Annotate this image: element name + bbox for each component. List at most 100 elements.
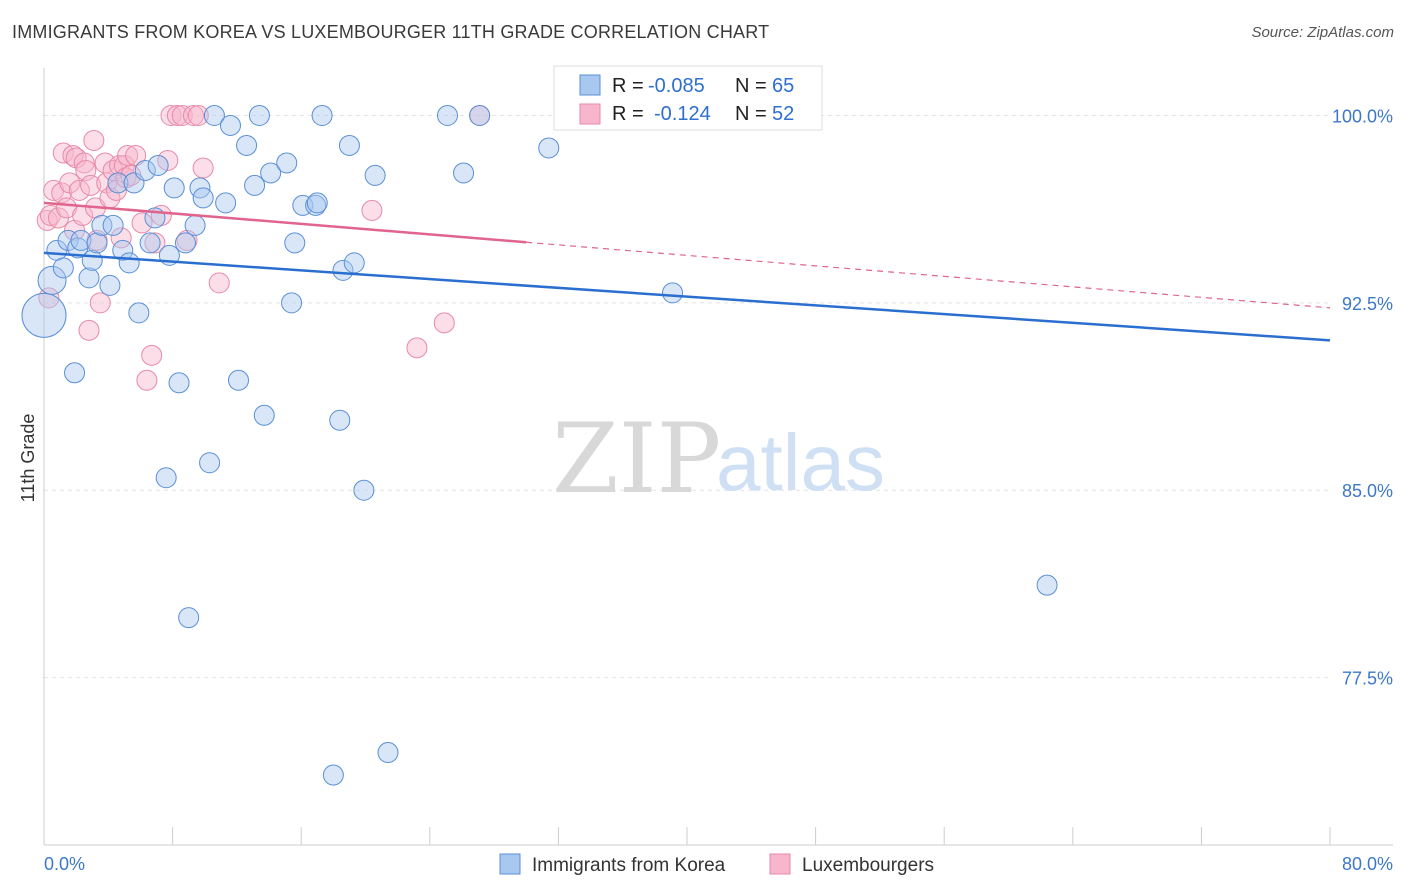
korea-point bbox=[1036, 574, 1058, 596]
trend-lines bbox=[43, 201, 1331, 342]
korea-point bbox=[338, 134, 360, 156]
trend-line bbox=[43, 251, 1331, 342]
korea-point bbox=[102, 214, 124, 236]
y-tick-label: 92.5% bbox=[1342, 294, 1393, 314]
luxembourgers-point bbox=[78, 319, 100, 341]
y-tick-label: 100.0% bbox=[1332, 106, 1393, 126]
korea-point bbox=[178, 607, 200, 629]
korea-point bbox=[311, 104, 333, 126]
luxembourgers-point bbox=[361, 199, 383, 221]
korea-point bbox=[64, 362, 86, 384]
korea-point bbox=[236, 134, 258, 156]
luxembourgers-point bbox=[171, 104, 193, 126]
axes bbox=[43, 68, 1393, 846]
korea-point bbox=[215, 192, 237, 214]
korea-point bbox=[163, 177, 185, 199]
korea-point bbox=[377, 742, 399, 764]
korea-point bbox=[228, 369, 250, 391]
legend-swatch-luxembourgers bbox=[579, 103, 601, 125]
top-legend: R = -0.085 N = 65 R = -0.124 N = 52 bbox=[553, 65, 823, 131]
y-tick-label: 77.5% bbox=[1342, 669, 1393, 689]
trend-line-extension bbox=[526, 241, 1331, 309]
korea-point bbox=[112, 239, 134, 261]
korea-point bbox=[322, 764, 344, 786]
luxembourgers-point bbox=[73, 152, 95, 174]
luxembourgers-point bbox=[187, 104, 209, 126]
legend-n-label-korea: N = bbox=[735, 75, 767, 97]
x-tick-label: 0.0% bbox=[44, 854, 85, 874]
korea-point bbox=[147, 154, 169, 176]
luxembourgers-point bbox=[80, 174, 102, 196]
luxembourgers-point bbox=[131, 212, 153, 234]
korea-point bbox=[343, 252, 365, 274]
korea-point bbox=[199, 452, 221, 474]
korea-point bbox=[260, 162, 282, 184]
korea-point bbox=[329, 409, 351, 431]
korea-point bbox=[253, 404, 275, 426]
grid-lines bbox=[44, 114, 1330, 679]
bottom-legend-swatch-luxembourgers bbox=[769, 853, 791, 875]
korea-point bbox=[168, 372, 190, 394]
korea-point bbox=[244, 174, 266, 196]
luxembourgers-point bbox=[208, 272, 230, 294]
luxembourgers-point bbox=[433, 312, 455, 334]
luxembourgers-point bbox=[160, 104, 182, 126]
legend-n-label-luxembourgers: N = bbox=[735, 103, 767, 125]
luxembourgers-points bbox=[36, 104, 491, 391]
legend-swatch-korea bbox=[579, 74, 601, 96]
luxembourgers-point bbox=[157, 149, 179, 171]
luxembourgers-point bbox=[182, 104, 204, 126]
watermark-atlas: atlas bbox=[716, 418, 885, 507]
korea-point bbox=[91, 214, 113, 236]
korea-point bbox=[436, 104, 458, 126]
korea-point bbox=[306, 192, 328, 214]
luxembourgers-point bbox=[68, 179, 90, 201]
korea-point bbox=[353, 479, 375, 501]
korea-point bbox=[21, 292, 67, 338]
korea-point bbox=[219, 114, 241, 136]
bottom-legend-swatch-korea bbox=[499, 853, 521, 875]
x-tick-label: 80.0% bbox=[1342, 854, 1393, 874]
y-axis-label: 11th Grade bbox=[18, 414, 38, 503]
korea-point bbox=[203, 104, 225, 126]
x-tick-labels: 0.0% 80.0% bbox=[44, 854, 1393, 874]
luxembourgers-point bbox=[136, 369, 158, 391]
korea-point bbox=[276, 152, 298, 174]
legend-r-value-luxembourgers: -0.124 bbox=[654, 103, 711, 125]
y-tick-label: 85.0% bbox=[1342, 481, 1393, 501]
korea-point bbox=[184, 214, 206, 236]
korea-point bbox=[81, 249, 103, 271]
korea-point bbox=[78, 267, 100, 289]
korea-point bbox=[99, 274, 121, 296]
korea-point bbox=[52, 257, 74, 279]
luxembourgers-point bbox=[192, 157, 214, 179]
korea-point bbox=[118, 252, 140, 274]
korea-point bbox=[70, 229, 92, 251]
korea-point bbox=[107, 172, 129, 194]
korea-point bbox=[155, 467, 177, 489]
korea-point bbox=[453, 162, 475, 184]
korea-point bbox=[86, 232, 108, 254]
luxembourgers-point bbox=[62, 144, 84, 166]
legend-r-value-korea: -0.085 bbox=[648, 75, 705, 97]
korea-point bbox=[248, 104, 270, 126]
luxembourgers-point bbox=[125, 144, 147, 166]
korea-point bbox=[364, 164, 386, 186]
legend-r-label-korea: R = bbox=[612, 75, 644, 97]
korea-point bbox=[281, 292, 303, 314]
legend-r-label-luxembourgers: R = bbox=[612, 103, 644, 125]
source-label: Source: ZipAtlas.com bbox=[1251, 24, 1394, 41]
korea-point bbox=[174, 232, 196, 254]
legend-n-value-luxembourgers: 52 bbox=[772, 103, 794, 125]
korea-points bbox=[21, 104, 1058, 786]
korea-point bbox=[128, 302, 150, 324]
korea-point bbox=[192, 187, 214, 209]
y-tick-labels: 100.0% 92.5% 85.0% 77.5% bbox=[1332, 106, 1393, 688]
korea-point bbox=[469, 104, 491, 126]
luxembourgers-point bbox=[166, 104, 188, 126]
bottom-legend-label-luxembourgers: Luxembourgers bbox=[802, 855, 934, 876]
korea-point bbox=[134, 159, 156, 181]
luxembourgers-point bbox=[83, 129, 105, 151]
luxembourgers-point bbox=[144, 232, 166, 254]
